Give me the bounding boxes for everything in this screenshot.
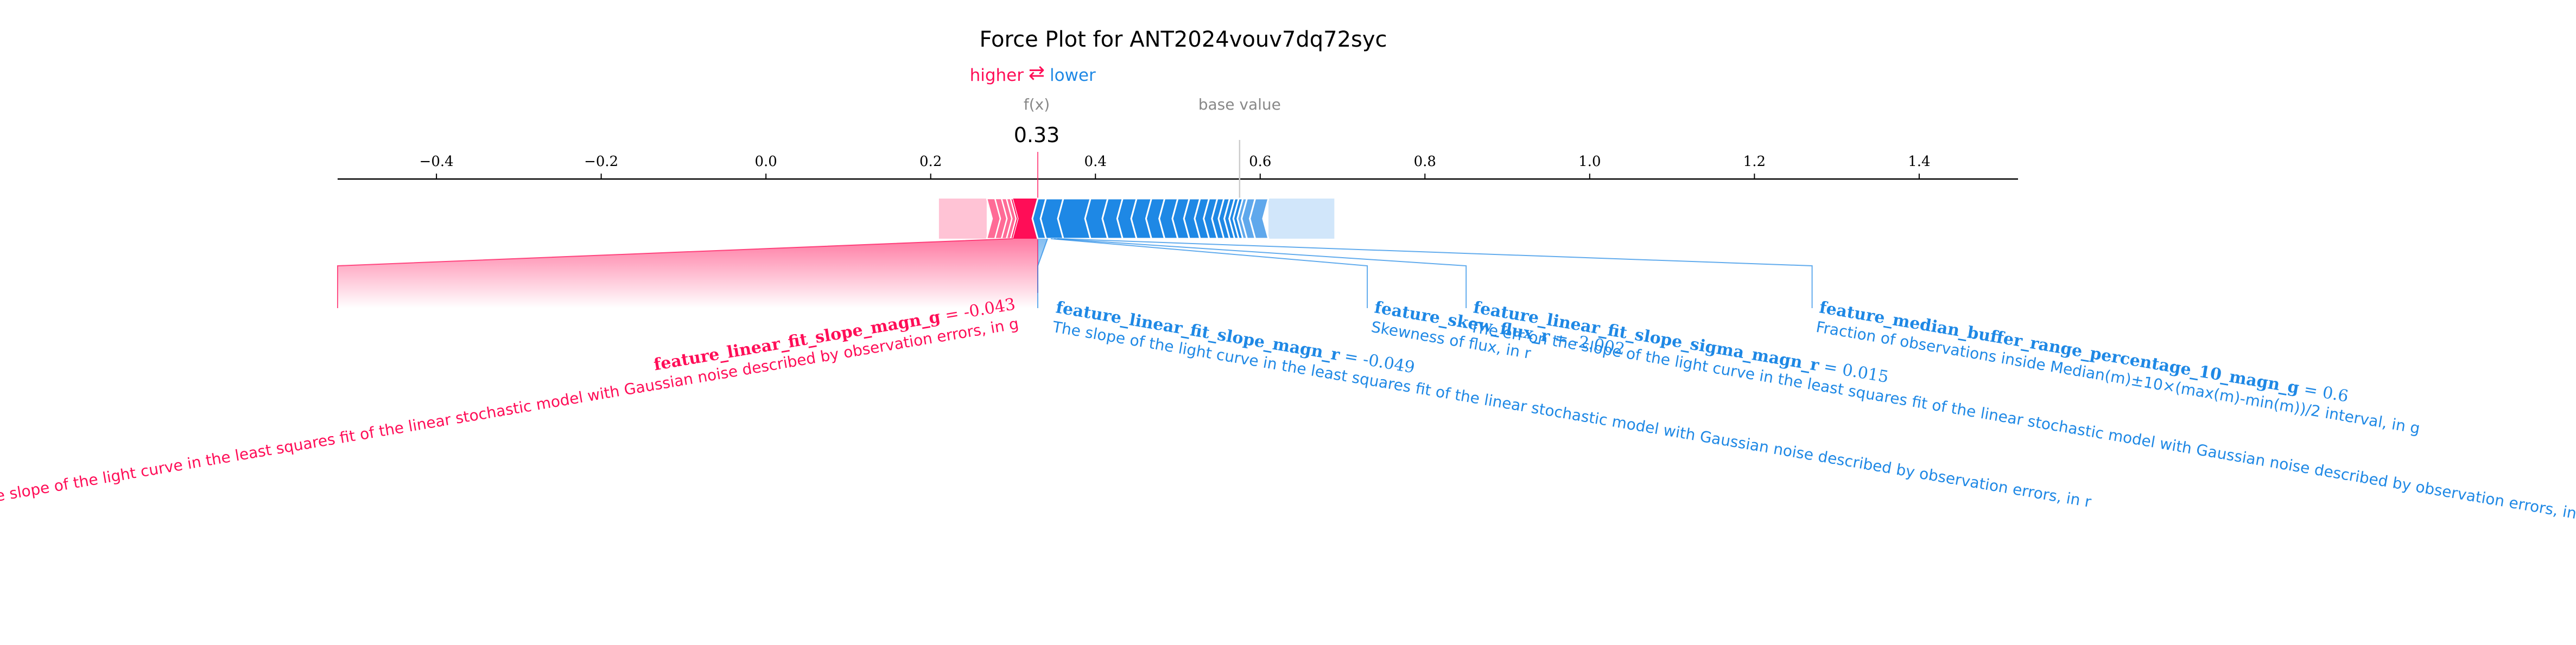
feature-annotation: feature_linear_fit_slope_magn_g = -0.043… xyxy=(0,295,1020,508)
feature-description: The slope of the light curve in the leas… xyxy=(0,315,1020,508)
positive-bar-faded xyxy=(938,199,987,239)
connector-line xyxy=(337,238,1013,308)
x-axis: −0.4 −0.2 0.0 0.2 0.4 0.6 0.8 1.0 1.2 1.4 xyxy=(338,140,2018,293)
axis-tick-label: 0.6 xyxy=(1249,154,1271,170)
negative-force-segment-light xyxy=(1249,197,1270,240)
axis-tick-label: 0.0 xyxy=(754,154,777,170)
axis-tick-label: −0.2 xyxy=(584,154,618,170)
axis-tick-label: 0.8 xyxy=(1414,154,1436,170)
feature-description: Fraction of observations inside Median(m… xyxy=(1814,318,2421,438)
feature-annotations: feature_linear_fit_slope_magn_g = -0.043… xyxy=(0,295,2576,524)
fx-label: f(x) xyxy=(1024,95,1050,113)
legend-arrows-icon: ⇄ xyxy=(1029,62,1045,84)
direction-legend: higher ⇄ lower xyxy=(970,62,1096,85)
feature-connectors xyxy=(337,238,1813,308)
fx-value: 0.33 xyxy=(1014,123,1060,147)
axis-tick-label: −0.4 xyxy=(420,154,454,170)
axis-tick-label: 0.2 xyxy=(919,154,942,170)
feature-annotation: feature_median_buffer_range_percentage_1… xyxy=(1814,298,2421,438)
connector-line xyxy=(1037,238,1048,308)
connector-line xyxy=(1050,238,1368,308)
negative-bar-faded xyxy=(1268,199,1335,239)
axis-tick-label: 1.0 xyxy=(1578,154,1601,170)
chart-title: Force Plot for ANT2024vouv7dq72syc xyxy=(979,27,1387,52)
connector-line xyxy=(1054,238,1467,308)
axis-tick-label: 0.4 xyxy=(1084,154,1107,170)
connector-line xyxy=(1057,238,1813,308)
axis-tick-label: 1.4 xyxy=(1908,154,1930,170)
legend-lower: lower xyxy=(1050,66,1096,85)
legend-higher: higher xyxy=(970,66,1024,85)
force-bars xyxy=(938,197,1335,240)
base-value-label: base value xyxy=(1198,95,1281,113)
positive-force-main xyxy=(1013,199,1038,239)
axis-tick-label: 1.2 xyxy=(1743,154,1766,170)
connector-fill xyxy=(1038,239,1048,308)
connector-fill xyxy=(338,239,1038,308)
